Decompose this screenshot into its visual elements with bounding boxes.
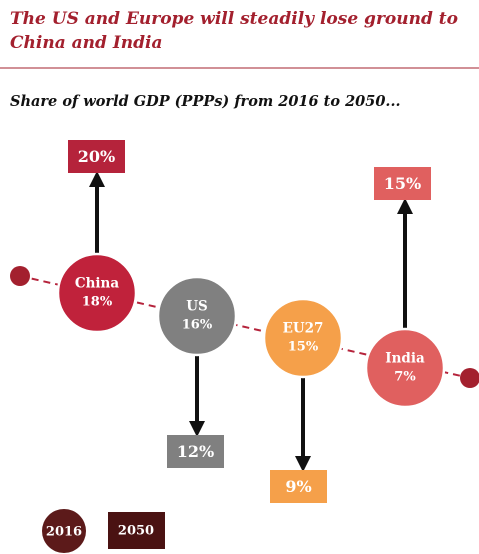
subtitle: Share of world GDP (PPPs) from 2016 to 2…	[10, 93, 401, 110]
node-share-2016: 16%	[182, 318, 213, 333]
end-dot	[10, 266, 30, 286]
node-circle	[56, 252, 138, 334]
node-share-2016: 18%	[82, 295, 113, 310]
node-label: EU27	[283, 321, 324, 337]
box-2050	[167, 435, 224, 468]
node-label: India	[385, 351, 425, 367]
legend-circle	[42, 509, 86, 553]
node-share-2016: 7%	[394, 370, 416, 385]
node-share-2016: 15%	[288, 340, 319, 355]
node-circle	[364, 327, 446, 409]
legend-label: 2050	[118, 524, 154, 539]
share-2050: 9%	[285, 477, 311, 496]
nodes: China 18% 20% US 16% 12% EU27 15% 9% India 7% 15%	[56, 140, 446, 503]
legend-box	[108, 512, 165, 549]
box-2050	[68, 140, 125, 173]
title-line: China and India	[10, 33, 163, 53]
node-label: China	[75, 276, 120, 292]
box-2050	[270, 470, 327, 503]
share-2050: 20%	[78, 147, 115, 166]
legend-label: 2016	[46, 525, 82, 540]
share-2050: 15%	[384, 174, 421, 193]
box-2050	[374, 167, 431, 200]
node-label: US	[186, 299, 208, 315]
share-2050: 12%	[177, 442, 214, 461]
node-circle	[156, 275, 238, 357]
node-circle	[262, 297, 344, 379]
title-line: The US and Europe will steadily lose gro…	[10, 9, 458, 29]
end-dot	[460, 368, 479, 388]
